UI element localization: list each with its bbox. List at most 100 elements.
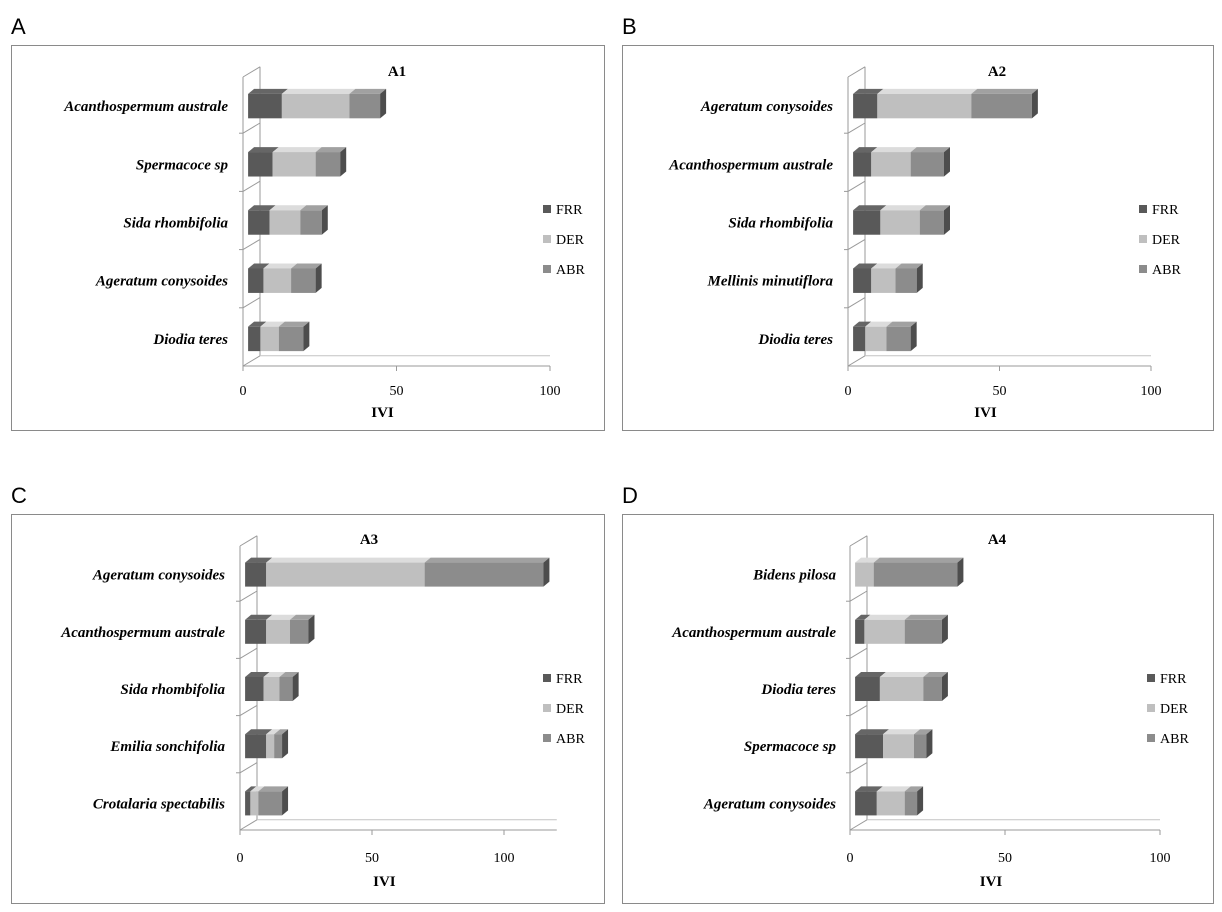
chart-2-legend-swatch-frr [543,674,551,682]
chart-3-bar-abr [904,791,918,816]
panel-a [11,45,605,431]
chart-1-bar-frr-top [853,321,872,327]
chart-2-bar-abr [274,734,283,759]
chart-0-bar-side [380,88,387,119]
chart-3-bar-abr [904,619,942,644]
chart-0-bar-abr [291,268,316,293]
chart-0-bar-frr-top [248,147,279,153]
chart-3-wall-divider [849,704,868,717]
chart-1-bar-der [877,93,972,119]
chart-1-wall-divider [847,297,866,309]
chart-0-bar-frr [248,326,261,352]
panel-letter-d: D [622,483,638,508]
chart-0-wall-divider [242,180,261,192]
chart-2-legend-label-frr: FRR [556,672,583,687]
chart-2-bar-frr [245,562,267,587]
chart-1-bar-frr [853,152,872,177]
chart-1-bar-der-top [871,147,917,153]
chart-0-wall-divider [242,238,261,251]
chart-3-x-tick-label: 0 [847,851,854,866]
chart-2-x-tick-label: 100 [494,851,515,866]
chart-2-bar-abr [289,619,309,644]
chart-0-bar-der-top [263,263,298,269]
chart-1-bar-der [871,152,911,177]
chart-1-bar-abr-top [910,147,950,153]
chart-3-bar-abr [914,734,927,759]
chart-1-title: A2 [988,64,1006,80]
chart-1-bar-frr [853,210,881,235]
chart-2-category-label: Emilia sonchifolia [109,739,225,755]
chart-0-bar-frr [248,152,273,177]
chart-1-bar-abr [910,152,944,177]
chart-3-bar-abr-top [904,614,948,620]
chart-2-category-label: Sida rhombifolia [120,682,225,698]
chart-3-x-tick-label: 100 [1150,851,1171,866]
chart-0-bar-side [315,263,322,293]
chart-2-category-label: Ageratum conysoides [92,568,225,584]
chart-1-bar-side [910,321,917,352]
chart-3-bar-der [855,562,874,587]
chart-3-bar-frr-top [855,614,871,620]
chart-2-bar-side [308,614,315,644]
chart-3-category-label: Diodia teres [760,682,836,698]
chart-0-bar-abr [300,210,322,235]
chart-1-bar-frr-top [853,147,878,153]
chart-0-bar-der [272,152,316,177]
chart-0-wall-top [242,66,261,78]
chart-0-bar-abr-top [315,147,347,153]
chart-0-x-tick-label: 50 [390,384,404,399]
chart-0-bar-abr [349,93,381,119]
chart-1-legend-label-frr: FRR [1152,203,1179,218]
chart-3-wall-divider [849,647,868,659]
chart-2-bar-frr-top [245,671,270,677]
chart-2-x-tick-label: 50 [365,851,379,866]
chart-1-legend-swatch-der [1139,235,1147,243]
chart-3-legend-swatch-abr [1147,734,1155,742]
chart-1-x-axis-label: IVI [974,405,997,421]
chart-1-bar-der-top [877,88,978,94]
chart-2-bar-abr [424,562,544,587]
chart-1-legend-swatch-frr [1139,205,1147,213]
chart-2-bar-der [266,734,275,759]
chart-0-bar-frr-top [248,88,288,94]
chart-1-bar-frr [853,93,878,119]
chart-2-bar-der [250,791,259,816]
chart-2-bar-der [266,562,425,587]
chart-3-category-label: Ageratum conysoides [703,796,836,812]
chart-0-bar-side [321,205,328,235]
chart-2-wall-divider [239,704,258,717]
chart-2-bar-der-top [266,729,281,735]
chart-3-bar-side [941,614,948,644]
chart-0-category-label: Ageratum conysoides [95,274,228,290]
chart-0-category-label: Diodia teres [152,332,228,348]
chart-2-bar-side [543,557,550,587]
chart-2-bar-frr [245,676,264,702]
chart-2-category-label: Crotalaria spectabilis [93,796,225,812]
chart-1-bar-abr-top [919,205,950,211]
chart-2-legend-label-abr: ABR [556,732,585,747]
chart-0-bar-side [340,147,347,177]
chart-3-legend-label-abr: ABR [1160,732,1189,747]
chart-3-category-label: Acanthospermum australe [671,625,836,641]
chart-1-wall-top [847,66,866,78]
chart-1-wall-divider [847,180,866,192]
chart-3-bar-abr-top [923,671,948,677]
chart-3-bar-frr [855,734,883,759]
chart-2-x-tick-label: 0 [237,851,244,866]
chart-2-legend-swatch-abr [543,734,551,742]
chart-1-bar-abr [919,210,944,235]
chart-1-bar-side [1031,88,1038,119]
chart-2-category-label: Acanthospermum australe [60,625,225,641]
chart-0-bar-abr-top [278,321,310,327]
chart-3-wall-bottom [849,819,868,831]
chart-0-bar-der [263,268,292,293]
chart-2-bar-der-top [266,614,296,620]
chart-1-bar-der-top [871,263,902,269]
chart-0-bar-frr [248,268,264,293]
chart-1-bar-abr-top [895,263,923,269]
chart-1-bar-der [865,326,887,352]
chart-3-bar-frr-top [855,786,883,792]
chart-3-bar-side [926,729,933,759]
panel-letter-c: C [11,483,27,508]
